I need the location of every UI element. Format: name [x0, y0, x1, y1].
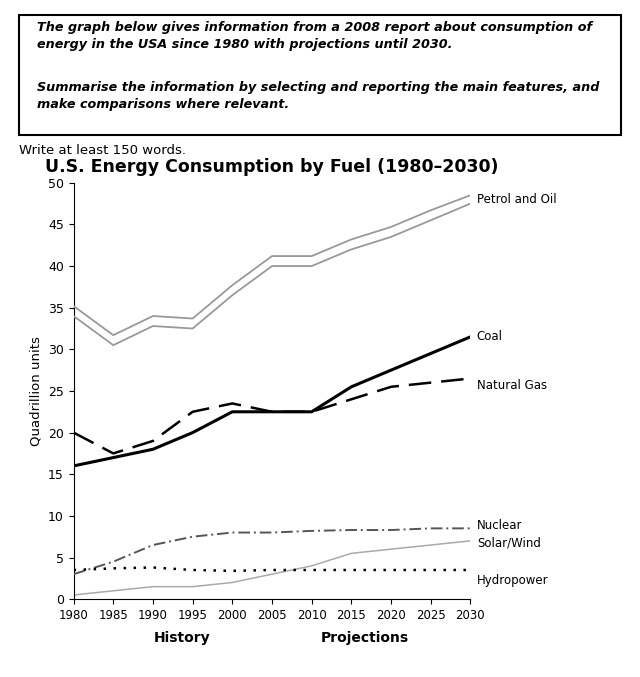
- Text: Coal: Coal: [477, 330, 503, 343]
- Title: U.S. Energy Consumption by Fuel (1980–2030): U.S. Energy Consumption by Fuel (1980–20…: [45, 158, 499, 175]
- Text: Summarise the information by selecting and reporting the main features, and
make: Summarise the information by selecting a…: [37, 81, 600, 111]
- FancyBboxPatch shape: [19, 15, 621, 135]
- Text: Nuclear: Nuclear: [477, 519, 522, 532]
- Text: History: History: [154, 631, 211, 645]
- Text: Solar/Wind: Solar/Wind: [477, 537, 541, 550]
- Text: Hydropower: Hydropower: [477, 574, 548, 588]
- Y-axis label: Quadrillion units: Quadrillion units: [29, 336, 42, 446]
- Text: Projections: Projections: [321, 631, 409, 645]
- Text: Petrol and Oil: Petrol and Oil: [477, 193, 556, 206]
- Text: Natural Gas: Natural Gas: [477, 378, 547, 391]
- Text: Write at least 150 words.: Write at least 150 words.: [19, 144, 186, 157]
- Text: The graph below gives information from a 2008 report about consumption of
energy: The graph below gives information from a…: [37, 21, 592, 51]
